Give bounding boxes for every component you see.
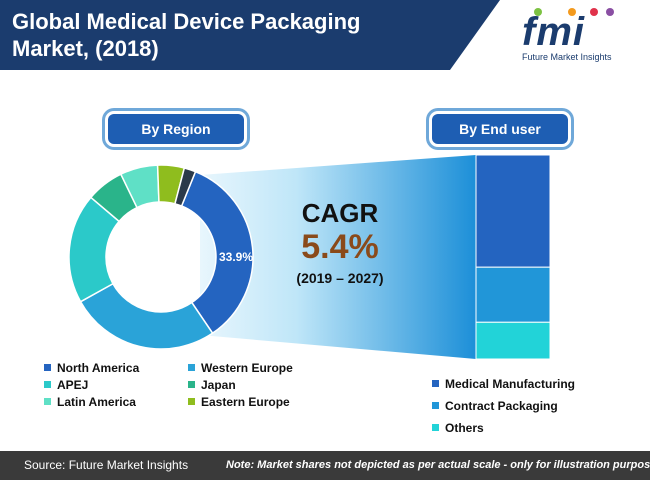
title-line-1: Global Medical Device Packaging (12, 9, 361, 34)
logo-dot-red (590, 8, 598, 16)
legend-item-north-america: North America (44, 360, 139, 376)
legend-item-apej: APEJ (44, 377, 88, 393)
legend-swatch (188, 398, 195, 406)
legend-swatch (432, 380, 439, 388)
donut-slice-north-america (180, 170, 254, 335)
legend-item-japan: Japan (188, 377, 236, 393)
end-user-legend: Medical Manufacturing Contract Packaging O… (432, 376, 632, 438)
legend-label: North America (57, 361, 140, 375)
fmi-logo: fmi Future Market Insights (512, 6, 642, 64)
logo-wordmark: fmi (522, 10, 585, 54)
legend-item-contract-packaging: Contract Packaging (432, 398, 558, 414)
legend-swatch (44, 381, 51, 389)
legend-label: Japan (201, 378, 236, 392)
bar-segment-medical-manufacturing (475, 154, 551, 268)
legend-swatch (432, 402, 439, 410)
bar-segment-contract-packaging (475, 266, 551, 323)
north-america-share-label: 33.9% (219, 250, 253, 264)
donut-slice-other-6 (174, 167, 197, 207)
by-end-user-label: By End user (432, 114, 568, 144)
logo-dot-orange (568, 8, 576, 16)
logo-dot-green (534, 8, 542, 16)
legend-label: Medical Manufacturing (445, 377, 576, 391)
legend-label: Contract Packaging (445, 399, 558, 413)
bar-segment-others (475, 321, 551, 360)
cagr-value: 5.4% (301, 228, 379, 266)
legend-swatch (432, 424, 439, 432)
source-text: Source: Future Market Insights (24, 458, 189, 472)
legend-item-medical-manufacturing: Medical Manufacturing (432, 376, 575, 392)
title-band (0, 0, 500, 70)
logo-dot-purple (606, 8, 614, 16)
header: Global Medical Device Packaging Market, … (0, 0, 650, 70)
legend-swatch (188, 381, 195, 389)
legend-item-others: Others (432, 420, 484, 436)
legend-label: APEJ (57, 378, 89, 392)
end-user-stacked-bar (475, 154, 551, 360)
legend-swatch (44, 364, 51, 372)
region-donut-chart (68, 164, 254, 350)
legend-item-latin-america: Latin America (44, 394, 136, 410)
highlight-beam (200, 155, 476, 359)
legend-label: Latin America (57, 395, 136, 409)
legend-item-western-europe: Western Europe (188, 360, 293, 376)
page-title: Global Medical Device Packaging Market, … (12, 8, 452, 62)
cagr-title: CAGR (301, 198, 379, 228)
legend-label: Others (445, 421, 484, 435)
legend-label: Western Europe (201, 361, 293, 375)
legend-item-eastern-europe: Eastern Europe (188, 394, 290, 410)
footer: Source: Future Market Insights Note: Mar… (0, 451, 650, 480)
note-text: Note: Market shares not depicted as per … (226, 459, 650, 471)
legend-label: Eastern Europe (201, 395, 290, 409)
logo-subtitle: Future Market Insights (522, 52, 612, 62)
region-legend: North America Western Europe APEJ Japan Lati… (44, 360, 314, 416)
by-region-label: By Region (108, 114, 244, 144)
legend-swatch (44, 398, 51, 406)
cagr-period: (2019 – 2027) (296, 270, 384, 286)
title-line-2: Market, (2018) (12, 36, 159, 61)
legend-swatch (188, 364, 195, 372)
donut-slice-western-europe (79, 282, 214, 350)
